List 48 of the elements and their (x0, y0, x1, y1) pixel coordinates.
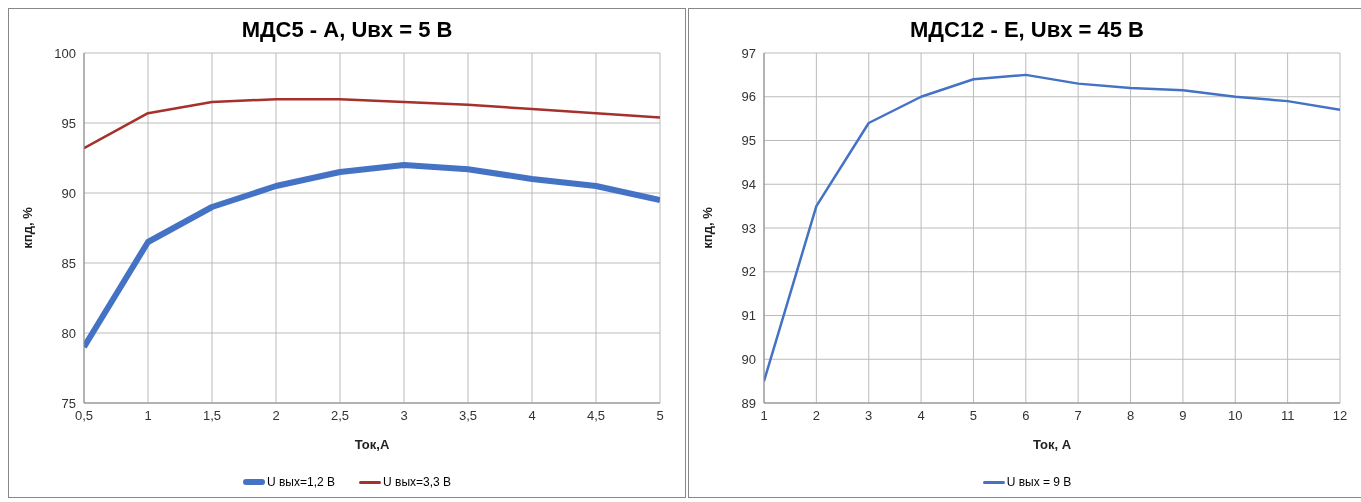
x-tick-label: 4,5 (586, 408, 606, 424)
y-tick-label: 97 (741, 45, 756, 61)
x-tick-label: 0,5 (74, 408, 94, 424)
y-tick-label: 95 (741, 133, 756, 149)
y-tick-label: 85 (61, 255, 76, 271)
x-tick-label: 6 (1022, 408, 1030, 424)
x-axis-title: Ток, А (1032, 437, 1072, 452)
y-axis-title: кпд, % (19, 206, 35, 249)
x-tick-label: 3 (865, 408, 873, 424)
line-series (764, 73, 1340, 383)
y-tick-label: 91 (741, 308, 756, 324)
y-tick-label: 90 (61, 185, 76, 201)
x-tick-label: 1,5 (202, 408, 222, 424)
x-tick-label: 10 (1228, 408, 1243, 424)
line-series (84, 97, 660, 150)
y-tick-label: 75 (61, 395, 76, 411)
x-axis-title: Ток,А (354, 437, 390, 452)
x-tick-label: 2 (272, 408, 280, 424)
y-tick-label: 93 (741, 220, 756, 236)
x-tick-label: 9 (1179, 408, 1187, 424)
y-tick-label: 95 (61, 115, 76, 131)
x-tick-label: 1 (144, 408, 152, 424)
x-tick-label: 4 (917, 408, 925, 424)
y-tick-label: 100 (54, 45, 76, 61)
x-tick-label: 3 (400, 408, 408, 424)
x-tick-label: 5 (656, 408, 664, 424)
chart-title: МДС5 - А, Uвх = 5 В (240, 17, 454, 43)
y-tick-label: 90 (741, 351, 756, 367)
y-axis-title: кпд, % (699, 206, 715, 249)
x-tick-label: 2 (812, 408, 820, 424)
x-tick-label: 12 (1332, 408, 1348, 424)
chart-title: МДС12 - Е, Uвх = 45 В (909, 17, 1145, 43)
y-tick-label: 96 (741, 89, 756, 105)
x-tick-label: 3,5 (458, 408, 478, 424)
x-tick-label: 1 (760, 408, 768, 424)
y-tick-label: 94 (741, 176, 756, 192)
y-tick-label: 89 (741, 395, 756, 411)
legend-label: U вых=3,3 В (383, 475, 452, 489)
x-tick-label: 5 (969, 408, 978, 424)
legend-label: U вых=1,2 В (266, 475, 335, 489)
x-tick-label: 4 (528, 408, 536, 424)
x-tick-label: 7 (1074, 408, 1082, 424)
y-tick-label: 80 (61, 325, 76, 341)
x-tick-label: 2,5 (330, 408, 350, 424)
x-tick-label: 11 (1280, 408, 1295, 424)
y-tick-label: 92 (741, 264, 756, 280)
legend-label: U вых = 9 В (1006, 475, 1072, 489)
x-tick-label: 8 (1126, 408, 1135, 424)
